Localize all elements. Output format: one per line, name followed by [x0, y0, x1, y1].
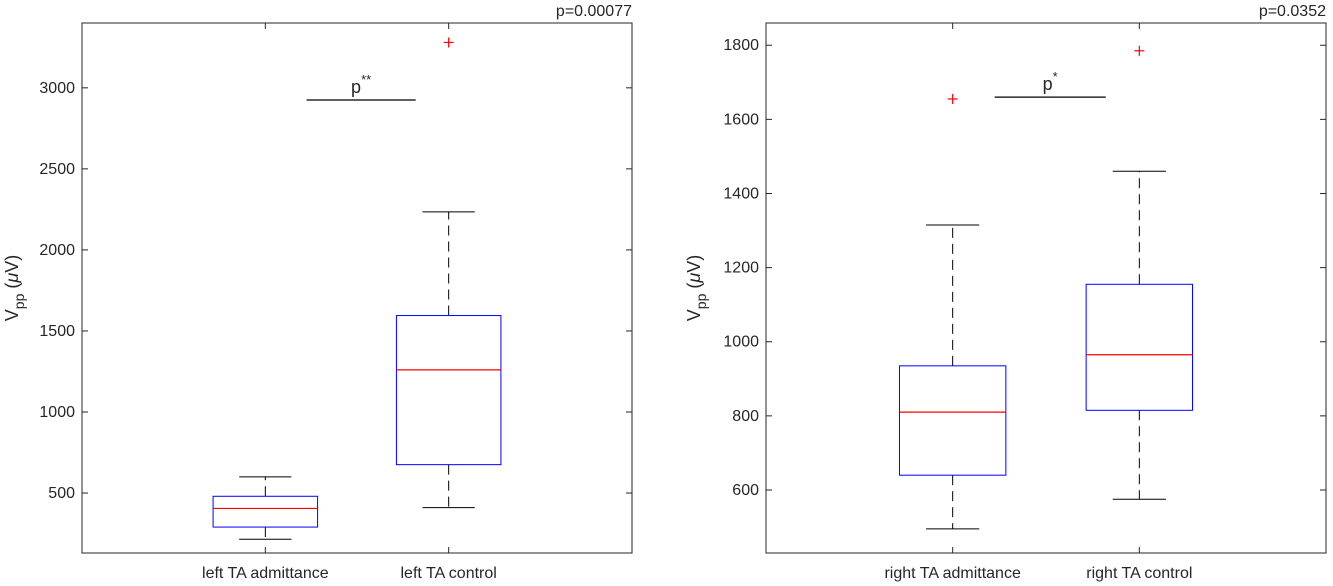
y-axis-label: Vpp (μV) [684, 255, 709, 321]
significance-stars: * [1053, 69, 1058, 84]
p-value-label: p=0.0352 [1259, 3, 1326, 20]
y-tick-label: 1000 [723, 334, 759, 351]
interquartile-box [898, 365, 1007, 476]
y-tick-label: 1000 [39, 404, 75, 421]
y-axis-label-subscript: pp [693, 293, 709, 309]
y-axis-label-unit-open: ( [684, 283, 704, 294]
significance-stars: ** [361, 72, 371, 87]
y-axis-label: Vpp (μV) [2, 255, 27, 321]
y-axis-label-unit-open: ( [2, 283, 22, 294]
right-box-plot-panel: 600 800 1000 1200 1400 1600 1800 right TA admit… [684, 3, 1327, 582]
y-tick-label: 800 [732, 408, 759, 425]
y-axis-label-mu: μ [684, 273, 704, 284]
y-tick-label: 1200 [723, 260, 759, 277]
significance-label: p* [1043, 69, 1058, 94]
left-box-plot-panel: 500 1000 1500 2000 2500 3000 left TA admittanc… [2, 3, 633, 582]
significance-label-p: p [351, 77, 361, 97]
y-axis-label-unit-close: V) [2, 255, 22, 273]
plot-area-frame [765, 22, 1327, 554]
y-tick-label: 1400 [723, 185, 759, 202]
box-2 [1085, 45, 1194, 500]
significance-label: p** [351, 72, 371, 97]
outlier-marker [443, 37, 454, 48]
y-axis-label-unit-close: V) [684, 255, 704, 273]
plot-area-frame [81, 22, 633, 554]
x-category-label: right TA admittance [884, 565, 1020, 582]
x-category-label: left TA control [400, 565, 496, 582]
p-value-label: p=0.00077 [556, 3, 632, 20]
y-axis-label-subscript: pp [11, 293, 27, 309]
y-tick-label: 2000 [39, 242, 75, 259]
interquartile-box [1085, 283, 1194, 411]
y-axis-label-main: V [684, 309, 704, 321]
box-1 [212, 476, 319, 540]
box-1 [898, 93, 1007, 530]
y-tick-label: 1600 [723, 111, 759, 128]
y-tick-label: 500 [48, 485, 75, 502]
box-2 [395, 37, 502, 509]
y-tick-label: 600 [732, 482, 759, 499]
significance-label-p: p [1043, 74, 1053, 94]
y-tick-label: 1500 [39, 323, 75, 340]
y-axis-label-main: V [2, 309, 22, 321]
outlier-marker [1134, 45, 1145, 56]
y-tick-label: 3000 [39, 80, 75, 97]
x-category-label: left TA admittance [202, 565, 329, 582]
y-axis-label-mu: μ [2, 273, 22, 284]
y-tick-label: 1800 [723, 37, 759, 54]
interquartile-box [395, 315, 502, 466]
x-category-label: right TA control [1086, 565, 1192, 582]
outlier-marker [947, 93, 958, 104]
y-tick-label: 2500 [39, 161, 75, 178]
interquartile-box [212, 495, 319, 528]
